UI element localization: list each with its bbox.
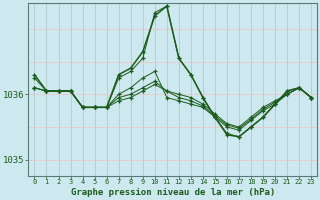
X-axis label: Graphe pression niveau de la mer (hPa): Graphe pression niveau de la mer (hPa) <box>71 188 275 197</box>
